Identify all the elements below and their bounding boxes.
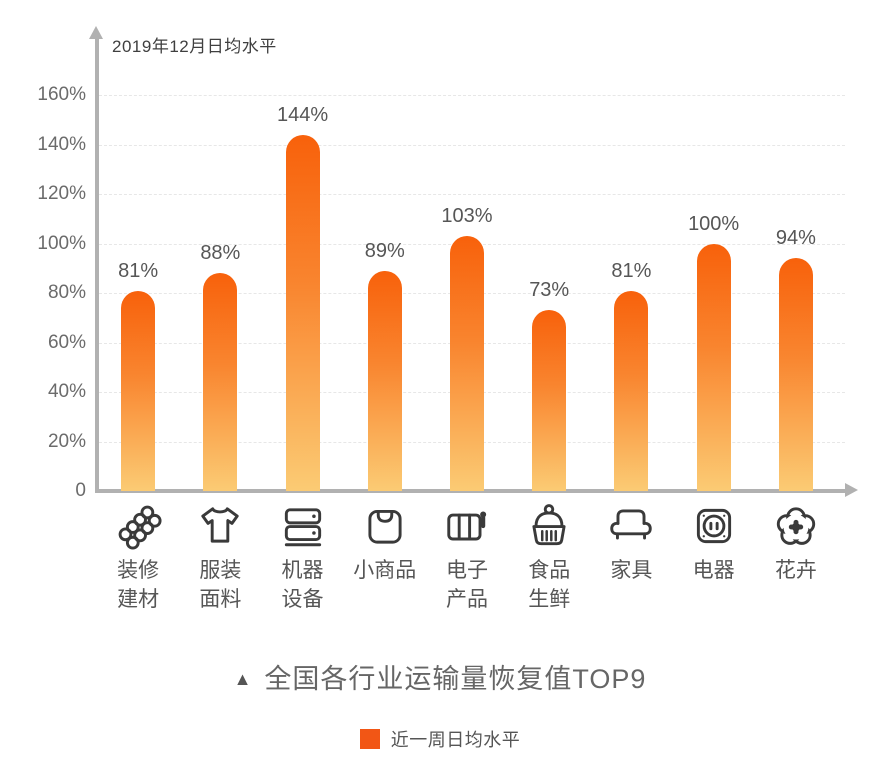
gridline bbox=[99, 95, 845, 96]
bar-column: 94% bbox=[755, 95, 837, 491]
category-item: 服装 面料 bbox=[179, 500, 261, 614]
category-label: 电子 产品 bbox=[445, 559, 488, 611]
bar-value-label: 81% bbox=[611, 259, 652, 282]
category-label: 花卉 bbox=[774, 559, 817, 582]
socket-icon bbox=[688, 500, 740, 552]
shopping-bag-icon bbox=[359, 500, 411, 552]
bar bbox=[121, 290, 156, 491]
gridline bbox=[99, 144, 845, 146]
tshirt-icon bbox=[194, 500, 246, 552]
y-axis-arrow-icon bbox=[89, 26, 103, 39]
bar-value-label: 88% bbox=[200, 242, 241, 265]
y-tick-label: 120% bbox=[37, 183, 86, 204]
category-item: 电器 bbox=[673, 500, 755, 585]
legend-swatch bbox=[359, 729, 380, 749]
category-label: 小商品 bbox=[353, 559, 417, 582]
bar-column: 81% bbox=[590, 95, 672, 491]
bar bbox=[614, 290, 649, 491]
bar bbox=[203, 273, 238, 491]
category-axis: 装修 建材 服装 面料 机器 设备 小商品 电子 产品 食品 生鲜 家具 电器 花卉 bbox=[97, 500, 837, 614]
triangle-marker-icon: ▲ bbox=[233, 669, 252, 689]
category-label: 家具 bbox=[610, 559, 653, 582]
bar-value-label: 73% bbox=[529, 279, 570, 302]
bar bbox=[696, 243, 731, 491]
y-tick-label: 60% bbox=[47, 331, 86, 353]
bar-value-label: 89% bbox=[364, 239, 405, 262]
x-axis-arrow-icon bbox=[845, 483, 858, 497]
y-axis-title: 2019年12月日均水平 bbox=[112, 37, 277, 56]
category-item: 机器 设备 bbox=[261, 500, 343, 614]
bar-column: 100% bbox=[673, 95, 755, 491]
bar bbox=[285, 134, 320, 491]
y-tick-label: 20% bbox=[47, 430, 86, 452]
category-item: 小商品 bbox=[344, 500, 426, 585]
bar-column: 73% bbox=[508, 95, 590, 491]
bar-value-label: 81% bbox=[118, 259, 159, 282]
y-tick-label: 100% bbox=[37, 232, 86, 254]
legend-label: 近一周日均水平 bbox=[390, 730, 521, 750]
machines-icon bbox=[277, 500, 329, 552]
food-basket-icon bbox=[523, 500, 575, 552]
y-tick-label: 0 bbox=[75, 480, 86, 501]
chart-title: ▲ 全国各行业运输量恢复值TOP9 bbox=[0, 662, 880, 696]
bar-value-label: 100% bbox=[688, 212, 740, 235]
flower-icon bbox=[770, 500, 822, 552]
bar-column: 88% bbox=[179, 95, 261, 491]
sofa-icon bbox=[605, 500, 657, 552]
y-axis-line bbox=[95, 38, 99, 492]
y-tick-label: 160% bbox=[37, 84, 86, 105]
bar-column: 144% bbox=[261, 95, 343, 491]
bar bbox=[449, 236, 484, 491]
bar-series: 81% 88% 144% 89% 103% 73% 81% 100% 94% bbox=[97, 95, 837, 491]
chart-title-text: 全国各行业运输量恢复值TOP9 bbox=[264, 664, 647, 694]
category-label: 装修 建材 bbox=[117, 559, 160, 611]
legend: 近一周日均水平 bbox=[0, 726, 880, 752]
category-item: 家具 bbox=[590, 500, 672, 585]
gridline bbox=[99, 194, 845, 195]
y-tick-label: 40% bbox=[47, 381, 86, 402]
category-label: 服装 面料 bbox=[199, 559, 242, 611]
bar-column: 103% bbox=[426, 95, 508, 491]
bar-value-label: 94% bbox=[775, 227, 816, 250]
category-item: 花卉 bbox=[755, 500, 837, 585]
bar-column: 81% bbox=[97, 95, 179, 491]
category-label: 电器 bbox=[692, 559, 735, 582]
category-item: 食品 生鲜 bbox=[508, 500, 590, 614]
bar bbox=[778, 258, 813, 491]
y-tick-label: 80% bbox=[47, 282, 86, 303]
bar-value-label: 103% bbox=[441, 205, 493, 228]
battery-icon bbox=[441, 500, 493, 552]
bar-value-label: 144% bbox=[276, 103, 329, 126]
bar bbox=[532, 310, 567, 491]
category-item: 电子 产品 bbox=[426, 500, 508, 614]
bar bbox=[367, 270, 402, 491]
y-tick-label: 140% bbox=[37, 133, 86, 155]
pipes-icon bbox=[112, 500, 164, 552]
category-label: 食品 生鲜 bbox=[528, 559, 571, 611]
category-label: 机器 设备 bbox=[281, 559, 324, 611]
category-item: 装修 建材 bbox=[97, 500, 179, 614]
bar-column: 89% bbox=[344, 95, 426, 491]
